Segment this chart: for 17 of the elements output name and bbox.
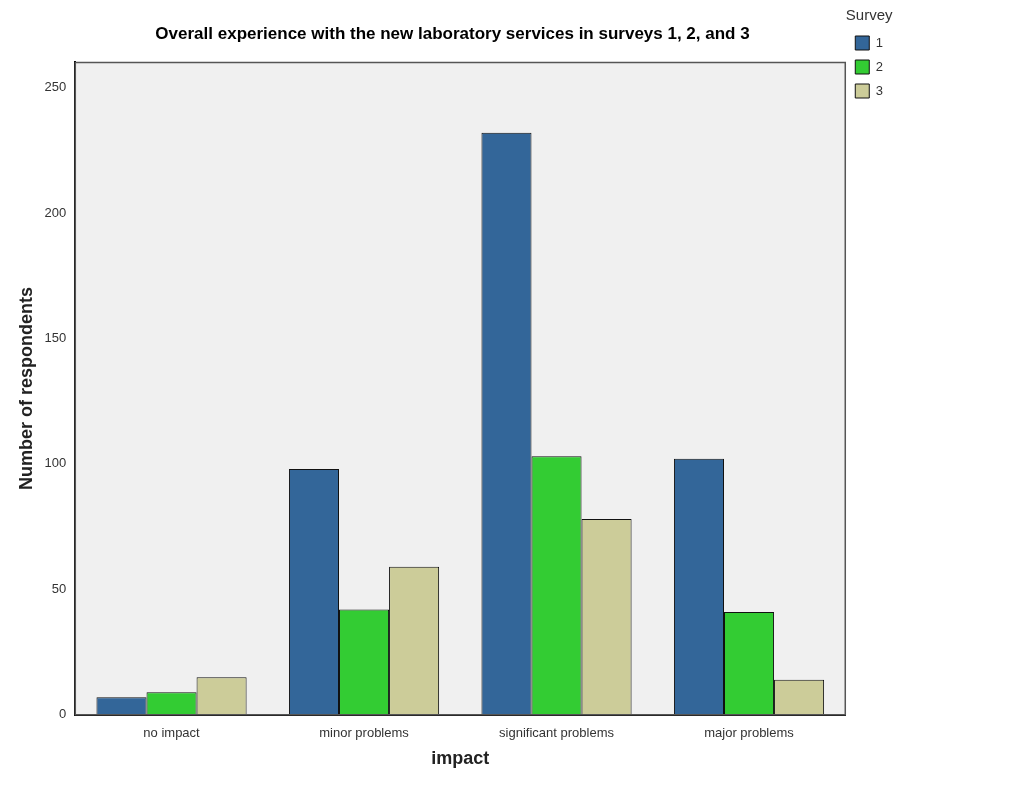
legend-label: 3 (875, 82, 883, 98)
x-tick-label: significant problems (499, 725, 615, 741)
legend-title: Survey (845, 5, 893, 23)
y-tick-label: 250 (44, 79, 67, 95)
legend-label: 1 (875, 34, 883, 50)
y-tick-label: 150 (44, 329, 67, 345)
legend-label: 2 (875, 58, 883, 74)
chart-title: Overall experience with the new laboratory services in surveys 1, 2, and 3 (155, 23, 750, 43)
x-tick-label: no impact (143, 725, 201, 741)
y-tick-label: 200 (44, 204, 67, 220)
x-axis-title: impact (431, 748, 490, 769)
x-tick-label: major problems (704, 725, 795, 741)
x-tick-label: minor problems (319, 725, 410, 741)
y-tick-label: 50 (51, 580, 67, 596)
y-axis-title: Number of respondents (15, 287, 36, 491)
y-tick-label: 0 (59, 706, 67, 722)
y-tick-label: 100 (44, 455, 67, 471)
